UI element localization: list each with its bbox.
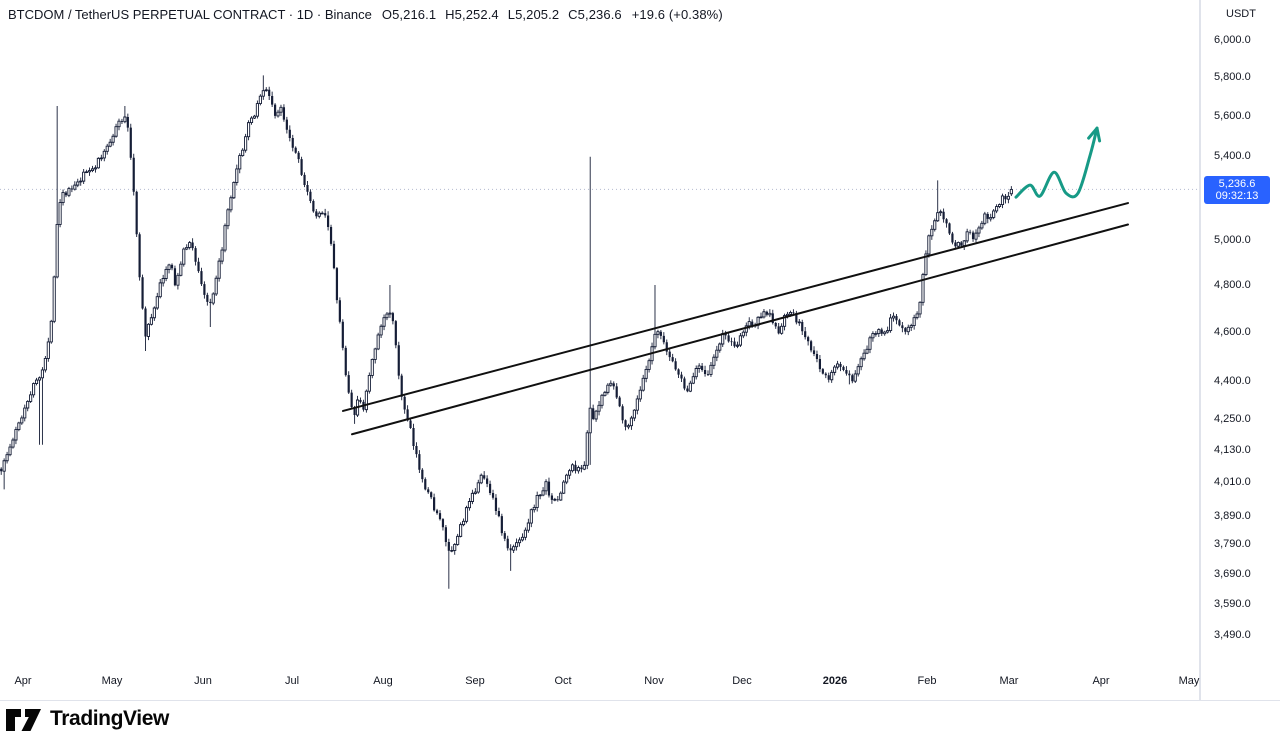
ohlc-close: C5,236.6 bbox=[568, 7, 622, 22]
channel-lower[interactable] bbox=[351, 223, 1129, 436]
symbol-title[interactable]: BTCDOM / TetherUS PERPETUAL CONTRACT · 1… bbox=[8, 7, 372, 22]
price-tick-label: 3,890.0 bbox=[1214, 509, 1251, 522]
ohlc-high: H5,252.4 bbox=[445, 7, 499, 22]
price-tick-label: 6,000.0 bbox=[1214, 34, 1251, 46]
price-tick-label: 4,130.0 bbox=[1214, 444, 1251, 457]
price-tick-label: 3,690.0 bbox=[1214, 567, 1251, 580]
price-axis-unit: USDT bbox=[1226, 8, 1256, 20]
time-tick-label: Aug bbox=[373, 675, 393, 687]
tradingview-logo-icon bbox=[6, 709, 41, 731]
ohlc-open: O5,216.1 bbox=[381, 7, 437, 22]
price-axis[interactable]: USDT 5,236.6 09:32:13 6,000.0 5,800.0 5,60… bbox=[1200, 0, 1280, 700]
time-tick-label: 2026 bbox=[822, 675, 848, 687]
ohlc-low: L5,205.2 bbox=[507, 7, 560, 22]
price-tick-label: 4,250.0 bbox=[1214, 412, 1251, 425]
channel-upper[interactable] bbox=[342, 202, 1129, 412]
axis-separators bbox=[0, 0, 1280, 701]
time-tick-label: May bbox=[101, 675, 123, 687]
time-tick-label: Jul bbox=[284, 675, 300, 687]
trendline-drawings[interactable] bbox=[342, 202, 1129, 436]
time-tick-label: Dec bbox=[732, 675, 752, 687]
badge-countdown: 09:32:13 bbox=[1215, 189, 1259, 202]
candlestick-pane[interactable] bbox=[0, 75, 1013, 589]
price-change: +19.6 (+0.38%) bbox=[631, 7, 723, 22]
tradingview-wordmark: TradingView bbox=[50, 707, 169, 730]
time-tick-label: Nov bbox=[644, 675, 664, 687]
badge-price: 5,236.6 bbox=[1218, 177, 1256, 190]
time-tick-label: Apr bbox=[1092, 675, 1110, 687]
price-tick-label: 3,790.0 bbox=[1214, 538, 1251, 551]
time-tick-label: Mar bbox=[999, 675, 1019, 687]
price-tick-label: 5,400.0 bbox=[1214, 149, 1251, 162]
time-tick-label: Feb bbox=[917, 675, 937, 687]
time-tick-label: Apr bbox=[14, 675, 32, 687]
current-price-badge[interactable]: 5,236.6 09:32:13 bbox=[1204, 175, 1270, 204]
price-tick-label: 5,800.0 bbox=[1214, 71, 1251, 84]
time-tick-label: Jun bbox=[194, 675, 212, 687]
symbol-info-bar[interactable]: BTCDOM / TetherUS PERPETUAL CONTRACT · 1… bbox=[8, 7, 723, 22]
price-tick-label: 5,600.0 bbox=[1214, 109, 1251, 122]
time-tick-label: Sep bbox=[465, 675, 485, 687]
price-tick-label: 4,800.0 bbox=[1214, 279, 1251, 292]
price-tick-label: 3,590.0 bbox=[1214, 597, 1251, 610]
projection-arrow-drawing[interactable] bbox=[1014, 126, 1102, 199]
price-tick-label: 4,400.0 bbox=[1214, 374, 1251, 387]
time-tick-label: Oct bbox=[554, 675, 572, 687]
ohlc-values: O5,216.1 H5,252.4 L5,205.2 C5,236.6 bbox=[382, 7, 622, 22]
tradingview-logo[interactable]: TradingView bbox=[6, 705, 169, 733]
price-tick-label: 4,010.0 bbox=[1214, 476, 1251, 489]
time-axis[interactable]: Apr May Jun Jul Aug Sep Oct Nov Dec 2026 Feb Mar Apr… bbox=[0, 675, 1280, 731]
time-tick-label: May bbox=[1178, 675, 1200, 687]
price-tick-label: 4,600.0 bbox=[1214, 325, 1251, 338]
price-tick-label: 5,000.0 bbox=[1214, 234, 1251, 247]
price-tick-label: 3,490.0 bbox=[1214, 629, 1251, 641]
